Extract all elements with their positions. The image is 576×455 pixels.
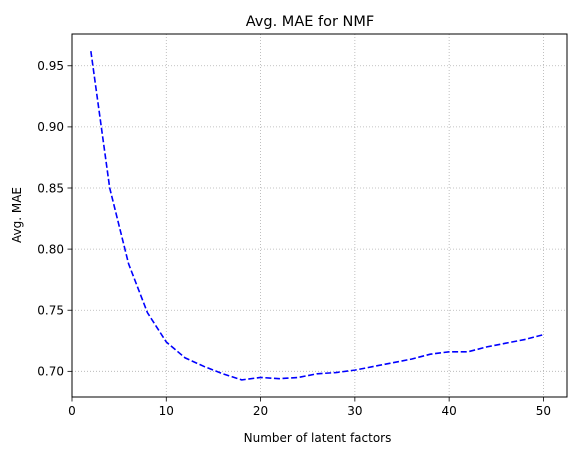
chart-title: Avg. MAE for NMF — [246, 14, 375, 30]
y-tick-label: 0.70 — [37, 365, 64, 379]
grid-lines — [71, 34, 567, 397]
x-axis-label: Number of latent factors — [244, 431, 392, 445]
y-tick-label: 0.90 — [37, 120, 64, 134]
x-tick-label: 50 — [536, 404, 551, 418]
x-tick-label: 20 — [253, 404, 268, 418]
x-axis-ticks: 0 10 20 30 40 50 — [68, 397, 551, 418]
x-tick-label: 40 — [442, 404, 457, 418]
x-tick-label: 0 — [68, 404, 76, 418]
plot-frame — [71, 33, 568, 398]
y-axis-label: Avg. MAE — [10, 187, 24, 243]
x-tick-label: 10 — [159, 404, 174, 418]
x-tick-label: 30 — [347, 404, 362, 418]
y-tick-label: 0.75 — [37, 304, 64, 318]
series-line — [90, 51, 544, 381]
y-tick-label: 0.95 — [37, 59, 64, 73]
y-tick-label: 0.80 — [37, 242, 64, 256]
y-axis-ticks: 0.70 0.75 0.80 0.85 0.90 0.95 — [37, 59, 72, 379]
y-tick-label: 0.85 — [37, 181, 64, 195]
series-layer — [90, 51, 544, 381]
